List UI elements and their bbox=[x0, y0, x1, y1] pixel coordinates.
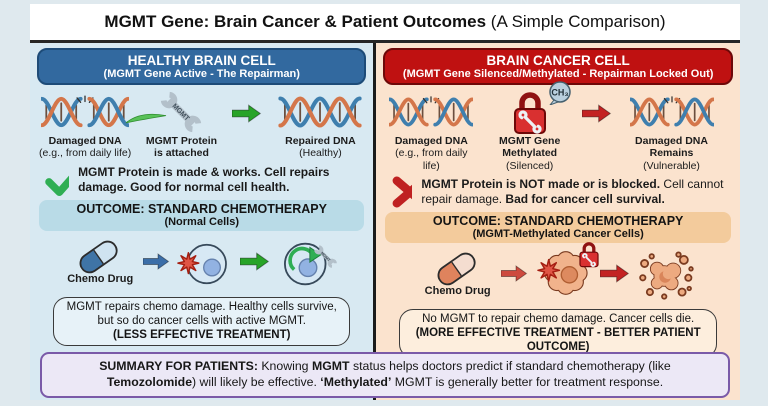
mgmt-protein-caption: MGMT Protein is attached bbox=[145, 135, 218, 160]
page-title-sub: (A Simple Comparison) bbox=[486, 12, 666, 31]
red-arrow-icon bbox=[500, 265, 527, 282]
damaged-dna-icon bbox=[41, 94, 129, 130]
ch3-bubble-icon: CH₃ bbox=[548, 81, 571, 107]
check-icon bbox=[45, 164, 69, 196]
red-arrow-icon bbox=[599, 264, 629, 282]
mgmt-protein-figure: MGMT Protein is attached bbox=[126, 91, 218, 160]
comparison-panels: HEALTHY BRAIN CELL (MGMT Gene Active - T… bbox=[30, 43, 740, 400]
brain-cancer-cell-panel: BRAIN CANCER CELL (MGMT Gene Silenced/Me… bbox=[376, 43, 740, 400]
repaired-dna-caption: Repaired DNA (Healthy) bbox=[285, 135, 356, 160]
panel-divider bbox=[373, 43, 377, 400]
repaired-dna-icon bbox=[276, 94, 364, 130]
damaged-dna-caption: Damaged DNA (e.g., from daily life) bbox=[39, 135, 132, 160]
healthy-outcome-subtitle: (Normal Cells) bbox=[164, 215, 240, 228]
cancer-result-line2: (MORE EFFECTIVE TREATMENT - BETTER PATIE… bbox=[415, 327, 701, 354]
cancer-dna-row: Damaged DNA (e.g., from daily life) CH₃ M… bbox=[383, 81, 733, 172]
red-arrow-icon bbox=[582, 105, 611, 123]
cancer-panel-header: BRAIN CANCER CELL (MGMT Gene Silenced/Me… bbox=[383, 48, 733, 86]
chemo-pill-icon bbox=[433, 249, 479, 290]
ch3-label: CH₃ bbox=[551, 88, 568, 98]
blue-arrow-icon bbox=[143, 253, 170, 270]
summary-text: SUMMARY FOR PATIENTS: Knowing MGMT statu… bbox=[99, 359, 671, 389]
chemo-pill-icon bbox=[76, 237, 122, 277]
healthy-outcome-header: OUTCOME: STANDARD CHEMOTHERAPY (Normal C… bbox=[39, 199, 365, 231]
chemo-arrow bbox=[143, 252, 170, 276]
page-title-main: MGMT Gene: Brain Cancer & Patient Outcom… bbox=[104, 12, 487, 31]
cancer-outcome-title: OUTCOME: STANDARD CHEMOTHERAPY bbox=[432, 213, 684, 228]
healthy-dna-repair-row: Damaged DNA (e.g., from daily life) MGMT … bbox=[37, 89, 366, 159]
mgmt-lock-icon bbox=[577, 242, 600, 269]
recovery-arrow bbox=[240, 251, 270, 277]
death-arrow bbox=[599, 263, 630, 289]
healthy-outcome-title: OUTCOME: STANDARD CHEMOTHERAPY bbox=[76, 201, 327, 216]
cancer-chemo-row: Chemo Drug bbox=[383, 242, 733, 305]
cancer-status-row: MGMT Protein is NOT made or is blocked. … bbox=[383, 176, 733, 208]
cross-icon bbox=[391, 176, 412, 208]
healthy-result-line2: but so do cancer cells with active MGMT. bbox=[97, 314, 306, 327]
summary-box: SUMMARY FOR PATIENTS: Knowing MGMT statu… bbox=[40, 352, 730, 398]
title-bar: MGMT Gene: Brain Cancer & Patient Outcom… bbox=[30, 4, 740, 43]
healthy-header-title: HEALTHY BRAIN CELL bbox=[127, 53, 276, 68]
content-frame: MGMT Gene: Brain Cancer & Patient Outcom… bbox=[30, 4, 740, 400]
healthy-result-box: MGMT repairs chemo damage. Healthy cells… bbox=[53, 296, 351, 346]
damaged-dna-figure: Damaged DNA (e.g., from daily life) bbox=[39, 91, 131, 159]
blocked-arrow bbox=[582, 103, 612, 129]
green-arrow-icon bbox=[231, 105, 261, 123]
cancer-outcome-header: OUTCOME: STANDARD CHEMOTHERAPY (MGMT-Met… bbox=[385, 211, 731, 243]
repaired-cell-icon bbox=[277, 240, 339, 288]
cancer-cell-hit-figure bbox=[535, 242, 600, 305]
mgmt-gene-caption: MGMT Gene Methylated (Silenced) bbox=[499, 135, 561, 172]
cancer-header-subtitle: (MGMT Gene Silenced/Methylated - Repairm… bbox=[402, 68, 714, 81]
healthy-header-subtitle: (MGMT Gene Active - The Repairman) bbox=[103, 68, 300, 81]
damaged-dna-caption: Damaged DNA (e.g., from daily life) bbox=[394, 135, 468, 172]
page-title: MGMT Gene: Brain Cancer & Patient Outcom… bbox=[104, 12, 665, 32]
repaired-dna-figure: Repaired DNA (Healthy) bbox=[276, 91, 364, 159]
healthy-panel-header: HEALTHY BRAIN CELL (MGMT Gene Active - T… bbox=[37, 48, 367, 86]
green-swoosh-icon bbox=[126, 114, 167, 124]
cancer-outcome-subtitle: (MGMT-Methylated Cancer Cells) bbox=[472, 227, 644, 240]
chemo-drug-figure: Chemo Drug bbox=[64, 237, 136, 286]
cancer-result-line1: No MGMT to repair chemo damage. Cancer c… bbox=[422, 312, 695, 325]
cancer-status-text: MGMT Protein is NOT made or is blocked. … bbox=[421, 177, 724, 206]
cancer-header-title: BRAIN CANCER CELL bbox=[486, 53, 630, 68]
damaged-dna-icon bbox=[629, 95, 714, 127]
healthy-chemo-row: Chemo Drug bbox=[37, 235, 366, 293]
healthy-status-row: MGMT Protein is made & works. Cell repai… bbox=[37, 164, 366, 196]
chemo-drug-label: Chemo Drug bbox=[67, 273, 134, 286]
healthy-status-text: MGMT Protein is made & works. Cell repai… bbox=[78, 165, 330, 194]
damaged-dna-icon bbox=[389, 95, 474, 127]
mgmt-gene-locked-figure: CH₃ MGMT Gene Methylated (Silenced) bbox=[477, 81, 582, 172]
dead-cancer-cell-icon bbox=[638, 251, 694, 300]
damaged-dna-remains-caption: Damaged DNA Remains (Vulnerable) bbox=[635, 135, 708, 172]
green-arrow-icon bbox=[240, 252, 270, 270]
damaged-dna-figure: Damaged DNA (e.g., from daily life) bbox=[385, 91, 477, 172]
healthy-brain-cell-panel: HEALTHY BRAIN CELL (MGMT Gene Active - T… bbox=[30, 43, 374, 400]
damaged-dna-remains-figure: Damaged DNA Remains (Vulnerable) bbox=[612, 91, 731, 172]
cancer-result-box: No MGMT to repair chemo damage. Cancer c… bbox=[399, 308, 717, 358]
chemo-arrow bbox=[500, 264, 528, 288]
damaged-cell-icon bbox=[177, 241, 233, 287]
chemo-drug-label: Chemo Drug bbox=[424, 285, 491, 298]
chemo-drug-figure: Chemo Drug bbox=[422, 249, 494, 298]
mgmt-lock-icon bbox=[510, 89, 550, 135]
repair-arrow bbox=[231, 103, 262, 129]
healthy-result-line1: MGMT repairs chemo damage. Healthy cells… bbox=[66, 300, 337, 313]
healthy-result-line3: (LESS EFFECTIVE TREATMENT) bbox=[113, 329, 291, 342]
